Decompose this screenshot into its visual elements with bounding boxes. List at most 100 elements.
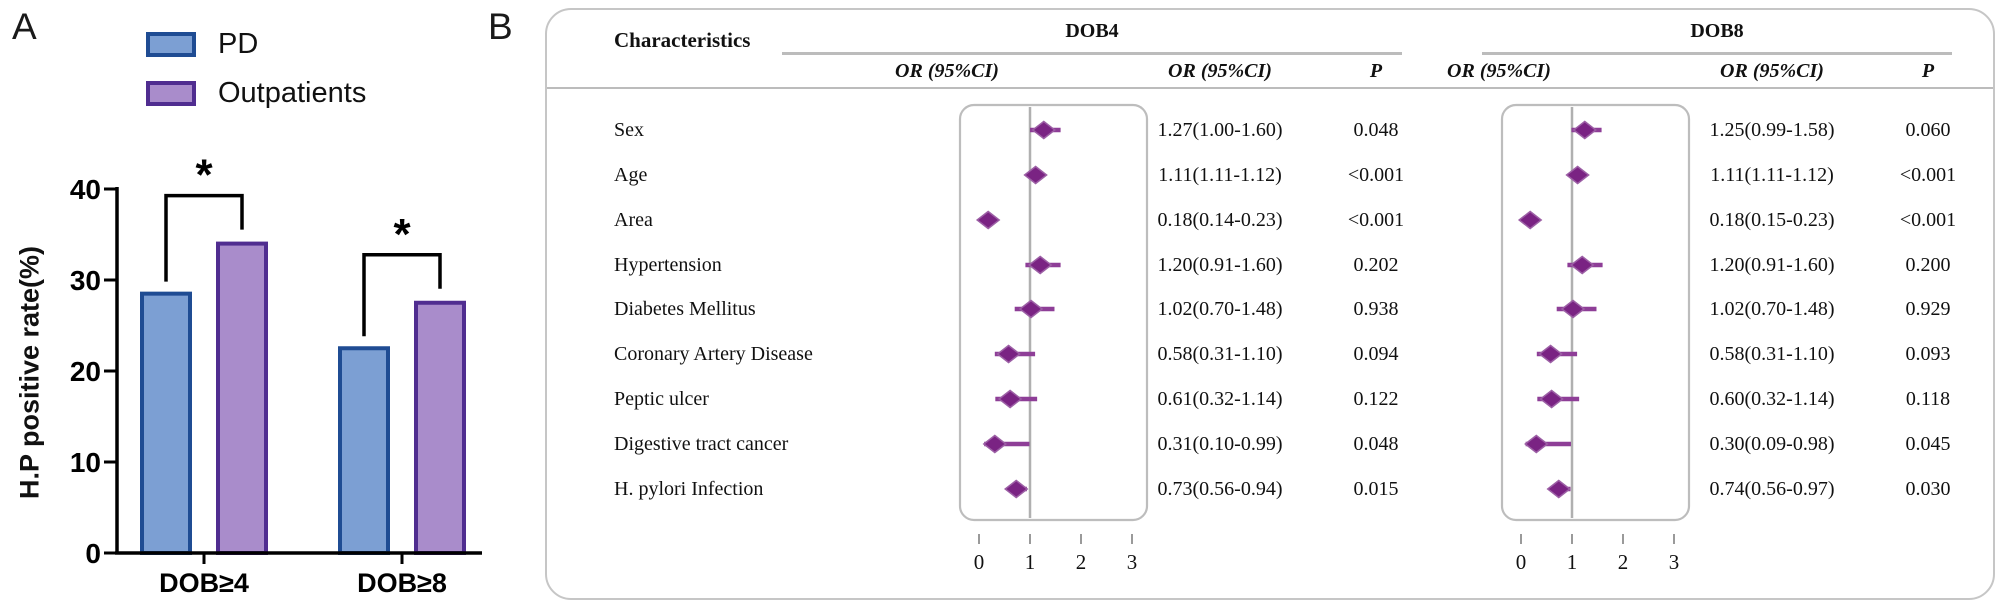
legend-item-pd: PD	[146, 28, 366, 61]
bar-chart: 0 10 20 30 40 DOB≥4 DOB≥8 * *	[70, 151, 482, 598]
forest-box	[1500, 103, 1691, 522]
forest-axis-tick-label: 3	[1669, 550, 1680, 574]
or-ci-value-dob4: 0.18(0.14-0.23)	[1157, 209, 1283, 231]
or-diamond	[1027, 255, 1053, 275]
or-ci-value-dob4: 0.58(0.31-1.10)	[1157, 343, 1283, 365]
group-underline-dob8	[1482, 52, 1952, 55]
or-ci-value-dob8: 1.02(0.70-1.48)	[1709, 298, 1835, 320]
row-label: Hypertension	[614, 254, 722, 276]
bar-pd-2	[338, 346, 390, 555]
or-ci-value-dob4: 0.31(0.10-0.99)	[1157, 433, 1283, 455]
forest-box	[958, 103, 1149, 522]
outpatients-legend-swatch	[146, 81, 196, 106]
or-ci-value-dob8: 1.11(1.11-1.12)	[1710, 164, 1834, 186]
or-ci-value-dob8: 0.60(0.32-1.14)	[1709, 388, 1835, 410]
or-diamond	[1023, 165, 1048, 185]
group-underline-dob4	[782, 52, 1402, 55]
row-label: Coronary Artery Disease	[614, 343, 813, 365]
row-label: Area	[614, 209, 653, 231]
or-ci-value-dob4: 0.73(0.56-0.94)	[1157, 478, 1283, 500]
p-value-dob4: <0.001	[1347, 209, 1405, 231]
column-header-or-ci: OR (95%CI)	[1720, 60, 1824, 82]
forest-axis-tick-label: 2	[1076, 550, 1087, 574]
forest-axis-tick-label: 2	[1618, 550, 1629, 574]
row-label: H. pylori Infection	[614, 478, 764, 500]
characteristics-header: Characteristics	[614, 28, 751, 52]
forest-plot-dob4: 0 1 2 3	[958, 103, 1149, 574]
p-value-dob8: 0.030	[1905, 478, 1951, 500]
or-diamond	[1538, 344, 1563, 364]
column-header-p: P	[1921, 60, 1935, 82]
or-diamond	[997, 389, 1023, 409]
or-ci-value-dob8: 0.58(0.31-1.10)	[1709, 343, 1835, 365]
group-header-dob4: DOB4	[1065, 20, 1119, 42]
or-ci-value-dob4: 1.11(1.11-1.12)	[1158, 164, 1282, 186]
p-value-dob8: <0.001	[1899, 209, 1957, 231]
legend-item-outpatients: Outpatients	[146, 77, 366, 110]
forest-axis-tick-label: 0	[974, 550, 985, 574]
column-header-or-ci: OR (95%CI)	[1168, 60, 1272, 82]
x-category-label: DOB≥4	[159, 568, 249, 598]
forest-axis-tick-label: 3	[1127, 550, 1138, 574]
p-value-dob4: 0.094	[1353, 343, 1399, 365]
row-label: Diabetes Mellitus	[614, 298, 756, 320]
p-value-dob8: 0.118	[1905, 388, 1951, 410]
or-diamond	[1539, 389, 1564, 409]
x-category-label: DOB≥8	[357, 568, 447, 598]
forest-axis-tick-label: 0	[1516, 550, 1527, 574]
or-diamond	[1560, 299, 1586, 319]
p-value-dob4: 0.015	[1353, 478, 1399, 500]
p-value-dob4: <0.001	[1347, 164, 1405, 186]
p-value-dob8: 0.045	[1905, 433, 1951, 455]
column-header-p: P	[1369, 60, 1383, 82]
or-diamond	[996, 344, 1021, 364]
or-ci-value-dob4: 1.02(0.70-1.48)	[1157, 298, 1283, 320]
legend: PD Outpatients	[146, 28, 366, 126]
significance-star: *	[393, 210, 411, 259]
p-value-dob8: 0.060	[1905, 119, 1951, 141]
or-ci-value-dob8: 0.74(0.56-0.97)	[1709, 478, 1835, 500]
row-label: Sex	[614, 119, 644, 141]
p-value-dob4: 0.938	[1353, 298, 1399, 320]
forest-table-container: Characteristics DOB4 OR (95%CI) OR (95%CI)…	[545, 8, 1995, 600]
p-value-dob8: 0.093	[1905, 343, 1951, 365]
significance-bracket	[362, 253, 442, 337]
y-tick-label: 40	[70, 174, 101, 205]
pd-legend-swatch	[146, 32, 196, 57]
p-value-dob8: <0.001	[1899, 164, 1957, 186]
column-header-or-ci: OR (95%CI)	[1447, 60, 1551, 82]
y-tick-label: 30	[70, 265, 101, 296]
header-separator-line	[547, 87, 1993, 89]
y-tick-label: 0	[85, 538, 101, 569]
or-ci-value-dob4: 1.27(1.00-1.60)	[1157, 119, 1283, 141]
column-header-or-ci: OR (95%CI)	[895, 60, 999, 82]
or-ci-value-dob4: 0.61(0.32-1.14)	[1157, 388, 1283, 410]
or-diamond	[1004, 479, 1029, 499]
y-tick-label: 20	[70, 356, 101, 387]
p-value-dob4: 0.048	[1353, 119, 1399, 141]
p-value-dob8: 0.200	[1905, 254, 1951, 276]
significance-bracket	[164, 193, 244, 282]
or-diamond	[1031, 120, 1056, 140]
row-label: Peptic ulcer	[614, 388, 709, 410]
row-label: Digestive tract cancer	[614, 433, 789, 455]
or-ci-value-dob8: 0.18(0.15-0.23)	[1709, 209, 1835, 231]
or-diamond	[1572, 120, 1597, 140]
or-diamond	[1018, 299, 1044, 319]
y-tick-label: 10	[70, 447, 101, 478]
forest-plot-dob8: 0 1 2 3	[1500, 103, 1691, 574]
panel-b-label: B	[488, 6, 513, 47]
or-ci-value-dob4: 1.20(0.91-1.60)	[1157, 254, 1283, 276]
or-diamond	[1565, 165, 1590, 185]
forest-axis-tick-label: 1	[1025, 550, 1036, 574]
or-diamond	[975, 210, 1001, 230]
bar-pd-1	[140, 291, 192, 555]
bar-outpatients-2	[414, 300, 466, 555]
or-diamond	[1517, 210, 1543, 230]
or-ci-value-dob8: 1.25(0.99-1.58)	[1709, 119, 1835, 141]
bar-outpatients-1	[216, 241, 268, 555]
p-value-dob4: 0.122	[1353, 388, 1399, 410]
row-label: Age	[614, 164, 648, 186]
forest-axis-tick-label: 1	[1567, 550, 1578, 574]
